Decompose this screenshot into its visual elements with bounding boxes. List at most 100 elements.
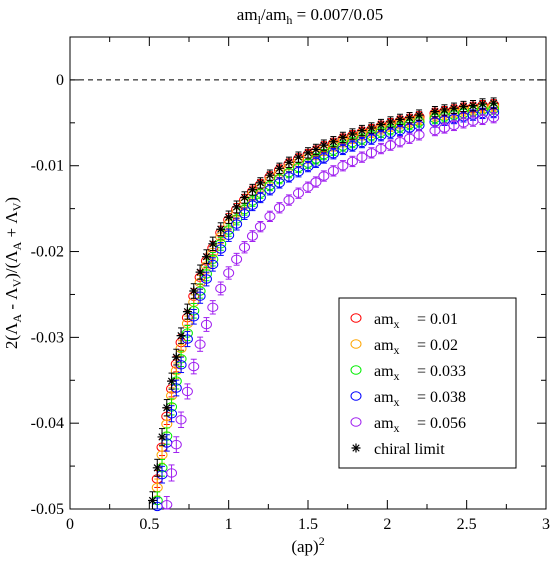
data-point bbox=[346, 156, 358, 167]
data-point bbox=[188, 361, 200, 372]
data-point bbox=[356, 152, 368, 162]
chiral-limit-point bbox=[208, 239, 218, 249]
legend-marker bbox=[350, 339, 362, 349]
chiral-limit-point bbox=[414, 110, 424, 120]
y-tick-label: -0.05 bbox=[31, 501, 64, 518]
data-point bbox=[327, 166, 339, 176]
data-point bbox=[207, 259, 219, 270]
x-tick-label: 3 bbox=[542, 516, 550, 533]
chiral-limit-point bbox=[255, 178, 265, 188]
x-axis-title: (ap)2 bbox=[291, 534, 324, 556]
data-point bbox=[375, 143, 387, 154]
chiral-limit-point bbox=[148, 495, 158, 505]
data-point bbox=[365, 134, 377, 144]
chiral-limit-point bbox=[319, 140, 329, 150]
data-point bbox=[310, 157, 322, 167]
chiral-limit-point bbox=[357, 126, 367, 136]
data-point bbox=[302, 161, 314, 172]
x-tick-label: 1.5 bbox=[298, 516, 318, 533]
data-point bbox=[413, 130, 425, 140]
data-point bbox=[181, 334, 193, 344]
data-point bbox=[310, 177, 322, 187]
legend-label: amx = 0.02 bbox=[374, 337, 458, 357]
chiral-limit-point bbox=[247, 185, 257, 195]
legend-box bbox=[338, 297, 517, 469]
chiral-limit-point bbox=[395, 114, 405, 124]
x-tick-label: 1 bbox=[225, 516, 233, 533]
legend-label: amx = 0.01 bbox=[374, 311, 458, 331]
data-point bbox=[394, 136, 406, 147]
chiral-limit-point bbox=[376, 120, 386, 130]
chiral-limit-point bbox=[240, 192, 250, 202]
data-point bbox=[337, 161, 349, 171]
chiral-limit-point bbox=[171, 352, 181, 362]
chiral-limit-point bbox=[167, 376, 177, 386]
data-point bbox=[223, 268, 235, 278]
data-point bbox=[194, 291, 206, 301]
chiral-limit-point bbox=[265, 170, 275, 180]
chiral-limit-point bbox=[157, 432, 167, 442]
legend-label: chiral limit bbox=[374, 441, 445, 458]
data-point bbox=[264, 185, 276, 195]
chiral-limit-point bbox=[386, 117, 396, 127]
data-point bbox=[200, 319, 212, 330]
data-point bbox=[215, 244, 227, 254]
data-point bbox=[175, 415, 187, 425]
chiral-limit-point bbox=[303, 148, 313, 158]
chiral-limit-point bbox=[201, 252, 211, 262]
data-point bbox=[346, 141, 358, 151]
data-point bbox=[318, 153, 330, 163]
y-tick-label: -0.03 bbox=[31, 329, 64, 346]
chiral-limit-point bbox=[347, 129, 357, 139]
chiral-limit-point bbox=[182, 307, 192, 317]
legend: amx = 0.01 amx = 0.02 amx = 0.033 amx = 0.038 am… bbox=[338, 297, 517, 469]
data-point bbox=[166, 468, 178, 478]
data-point bbox=[246, 231, 258, 241]
data-point bbox=[283, 172, 295, 182]
data-point bbox=[207, 302, 219, 313]
data-series-layer bbox=[148, 97, 500, 512]
data-point bbox=[283, 195, 295, 205]
series-5 bbox=[148, 97, 499, 510]
chiral-limit-point bbox=[274, 163, 284, 173]
legend-marker bbox=[350, 391, 362, 401]
chiral-limit-point bbox=[293, 152, 303, 162]
data-point bbox=[231, 219, 243, 229]
data-point bbox=[365, 148, 377, 158]
y-axis-title: 2(ΛA - ΛV)/(ΛA + ΛV) bbox=[2, 197, 24, 349]
data-point bbox=[231, 254, 243, 264]
data-point bbox=[246, 200, 258, 210]
chiral-limit-point bbox=[405, 113, 415, 123]
chiral-limit-point bbox=[449, 103, 459, 113]
chiral-limit-point bbox=[224, 212, 234, 222]
y-tick-label: 0 bbox=[56, 72, 64, 89]
y-tick-label: -0.01 bbox=[31, 158, 64, 175]
legend-label: amx = 0.033 bbox=[374, 363, 466, 383]
y-tick-label: -0.02 bbox=[31, 244, 64, 261]
chiral-limit-point bbox=[216, 224, 226, 234]
chiral-limit-point bbox=[328, 137, 338, 147]
chiral-limit-point bbox=[189, 286, 199, 296]
data-point bbox=[292, 167, 304, 177]
x-tick-label: 2.5 bbox=[457, 516, 477, 533]
legend-label: amx = 0.056 bbox=[374, 415, 466, 435]
chiral-limit-point bbox=[176, 331, 186, 341]
chiral-limit-point bbox=[489, 98, 499, 108]
data-point bbox=[194, 339, 206, 349]
data-point bbox=[254, 192, 266, 203]
chiral-limit-point bbox=[366, 123, 376, 133]
chart-title: aml/amh = 0.007/0.05 bbox=[237, 5, 383, 27]
chiral-limit-point bbox=[152, 463, 162, 473]
data-point bbox=[488, 112, 500, 123]
data-point bbox=[356, 137, 368, 148]
data-point bbox=[239, 209, 251, 219]
data-point bbox=[239, 242, 251, 252]
chiral-limit-point bbox=[338, 132, 348, 142]
data-point bbox=[161, 500, 173, 510]
chiral-limit-point bbox=[458, 102, 468, 112]
data-point bbox=[170, 439, 182, 450]
legend-marker bbox=[350, 365, 362, 375]
data-point bbox=[385, 140, 397, 150]
chiral-limit-point bbox=[478, 99, 488, 109]
chiral-limit-point bbox=[311, 144, 321, 154]
